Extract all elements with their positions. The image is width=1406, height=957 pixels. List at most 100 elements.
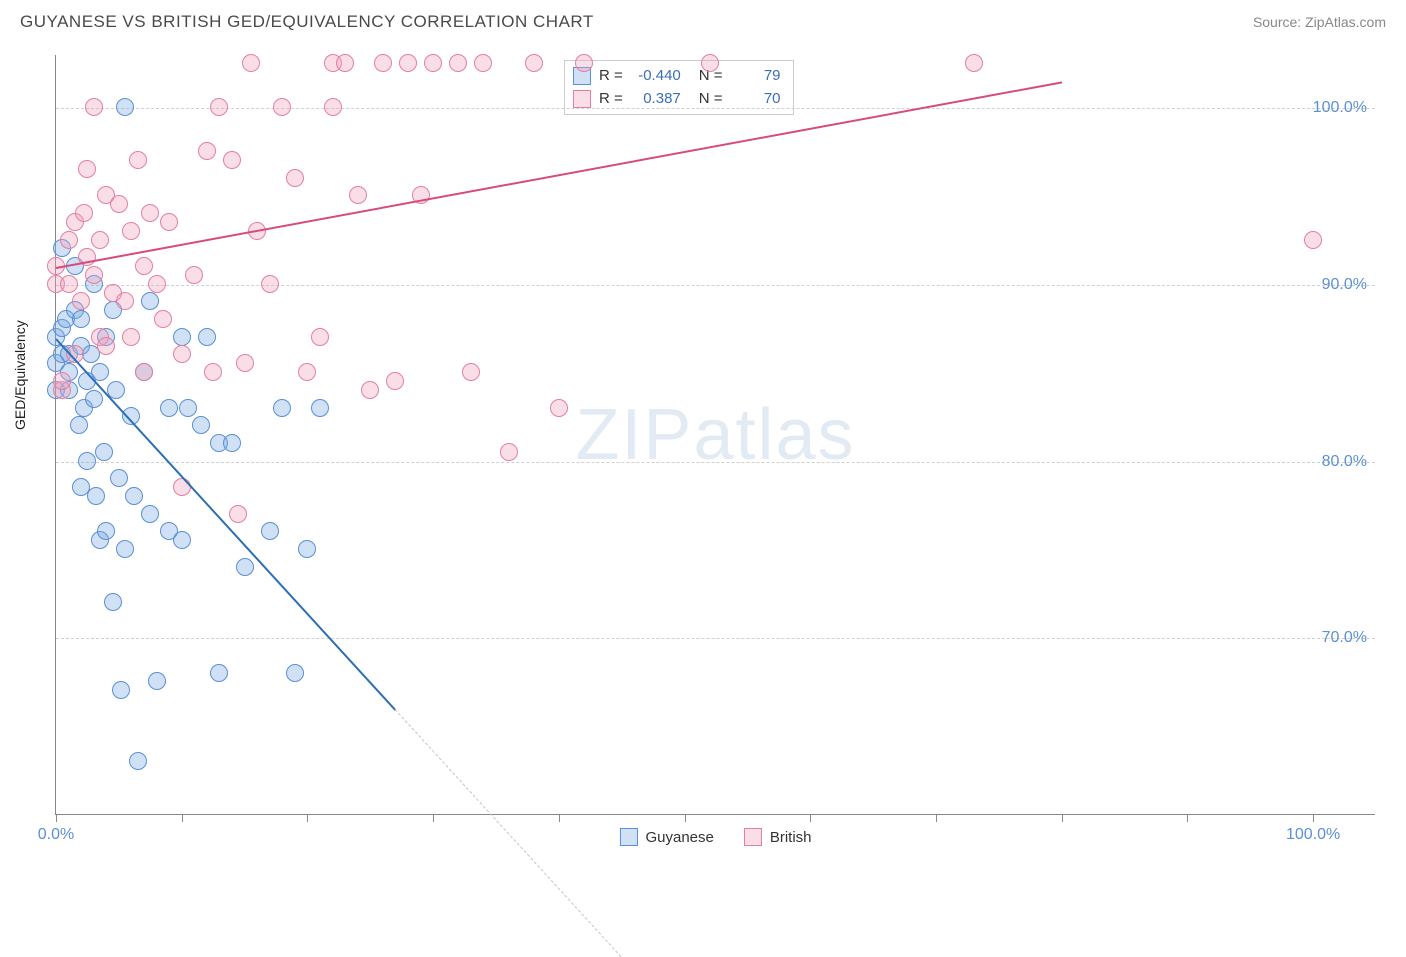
- data-point-guyanese: [116, 540, 134, 558]
- data-point-british: [298, 363, 316, 381]
- data-point-guyanese: [160, 399, 178, 417]
- data-point-british: [701, 54, 719, 72]
- legend-swatch-guyanese-bottom: [619, 828, 637, 846]
- data-point-guyanese: [78, 452, 96, 470]
- data-point-british: [91, 231, 109, 249]
- data-point-guyanese: [286, 664, 304, 682]
- data-point-guyanese: [179, 399, 197, 417]
- data-point-british: [550, 399, 568, 417]
- xtick: [182, 814, 183, 822]
- data-point-guyanese: [112, 681, 130, 699]
- data-point-guyanese: [125, 487, 143, 505]
- data-point-guyanese: [223, 434, 241, 452]
- data-point-guyanese: [273, 399, 291, 417]
- data-point-british: [261, 275, 279, 293]
- data-point-british: [154, 310, 172, 328]
- data-point-british: [135, 257, 153, 275]
- data-point-british: [173, 478, 191, 496]
- xtick: [1313, 814, 1314, 822]
- scatter-chart: ZIPatlas R = -0.440 N = 79 R = 0.387 N =…: [55, 55, 1375, 815]
- data-point-british: [141, 204, 159, 222]
- data-point-british: [236, 354, 254, 372]
- data-point-british: [474, 54, 492, 72]
- correlation-legend: R = -0.440 N = 79 R = 0.387 N = 70: [564, 60, 794, 115]
- legend-label-guyanese: Guyanese: [645, 829, 713, 846]
- data-point-guyanese: [173, 531, 191, 549]
- data-point-british: [204, 363, 222, 381]
- xtick: [1187, 814, 1188, 822]
- data-point-british: [424, 54, 442, 72]
- data-point-british: [311, 328, 329, 346]
- data-point-british: [135, 363, 153, 381]
- data-point-british: [336, 54, 354, 72]
- data-point-british: [173, 345, 191, 363]
- xtick-label: 100.0%: [1286, 826, 1340, 844]
- ytick-label: 70.0%: [1322, 629, 1367, 647]
- data-point-british: [72, 292, 90, 310]
- watermark: ZIPatlas: [575, 394, 855, 476]
- data-point-british: [97, 337, 115, 355]
- data-point-guyanese: [261, 522, 279, 540]
- data-point-british: [116, 292, 134, 310]
- data-point-guyanese: [85, 390, 103, 408]
- data-point-guyanese: [210, 664, 228, 682]
- gridline: [56, 462, 1375, 463]
- data-point-british: [575, 54, 593, 72]
- xtick: [56, 814, 57, 822]
- data-point-british: [198, 142, 216, 160]
- data-point-british: [273, 98, 291, 116]
- data-point-british: [286, 169, 304, 187]
- trend-line: [56, 82, 1062, 270]
- legend-swatch-british: [573, 90, 591, 108]
- xtick: [1062, 814, 1063, 822]
- data-point-british: [361, 381, 379, 399]
- data-point-british: [500, 443, 518, 461]
- data-point-british: [122, 328, 140, 346]
- data-point-british: [110, 195, 128, 213]
- data-point-british: [75, 204, 93, 222]
- legend-swatch-british-bottom: [744, 828, 762, 846]
- data-point-british: [525, 54, 543, 72]
- data-point-british: [386, 372, 404, 390]
- data-point-british: [449, 54, 467, 72]
- data-point-british: [229, 505, 247, 523]
- data-point-guyanese: [173, 328, 191, 346]
- data-point-british: [374, 54, 392, 72]
- xtick: [307, 814, 308, 822]
- data-point-guyanese: [116, 98, 134, 116]
- data-point-british: [148, 275, 166, 293]
- data-point-british: [462, 363, 480, 381]
- data-point-guyanese: [141, 292, 159, 310]
- ytick-label: 100.0%: [1313, 99, 1367, 117]
- data-point-guyanese: [298, 540, 316, 558]
- data-point-guyanese: [192, 416, 210, 434]
- xtick: [559, 814, 560, 822]
- data-point-british: [78, 160, 96, 178]
- series-legend: Guyanese British: [619, 828, 811, 846]
- gridline: [56, 285, 1375, 286]
- data-point-british: [223, 151, 241, 169]
- data-point-guyanese: [141, 505, 159, 523]
- data-point-guyanese: [236, 558, 254, 576]
- data-point-british: [349, 186, 367, 204]
- data-point-british: [122, 222, 140, 240]
- data-point-guyanese: [198, 328, 216, 346]
- data-point-british: [185, 266, 203, 284]
- data-point-british: [324, 98, 342, 116]
- data-point-guyanese: [97, 522, 115, 540]
- data-point-british: [965, 54, 983, 72]
- data-point-british: [60, 275, 78, 293]
- data-point-british: [242, 54, 260, 72]
- ytick-label: 80.0%: [1322, 453, 1367, 471]
- xtick: [433, 814, 434, 822]
- gridline: [56, 108, 1375, 109]
- xtick: [685, 814, 686, 822]
- xtick: [936, 814, 937, 822]
- source-attribution: Source: ZipAtlas.com: [1253, 14, 1386, 30]
- data-point-british: [129, 151, 147, 169]
- xtick-label: 0.0%: [38, 826, 74, 844]
- y-axis-label: GED/Equivalency: [12, 320, 28, 430]
- ytick-label: 90.0%: [1322, 276, 1367, 294]
- data-point-guyanese: [70, 416, 88, 434]
- data-point-british: [1304, 231, 1322, 249]
